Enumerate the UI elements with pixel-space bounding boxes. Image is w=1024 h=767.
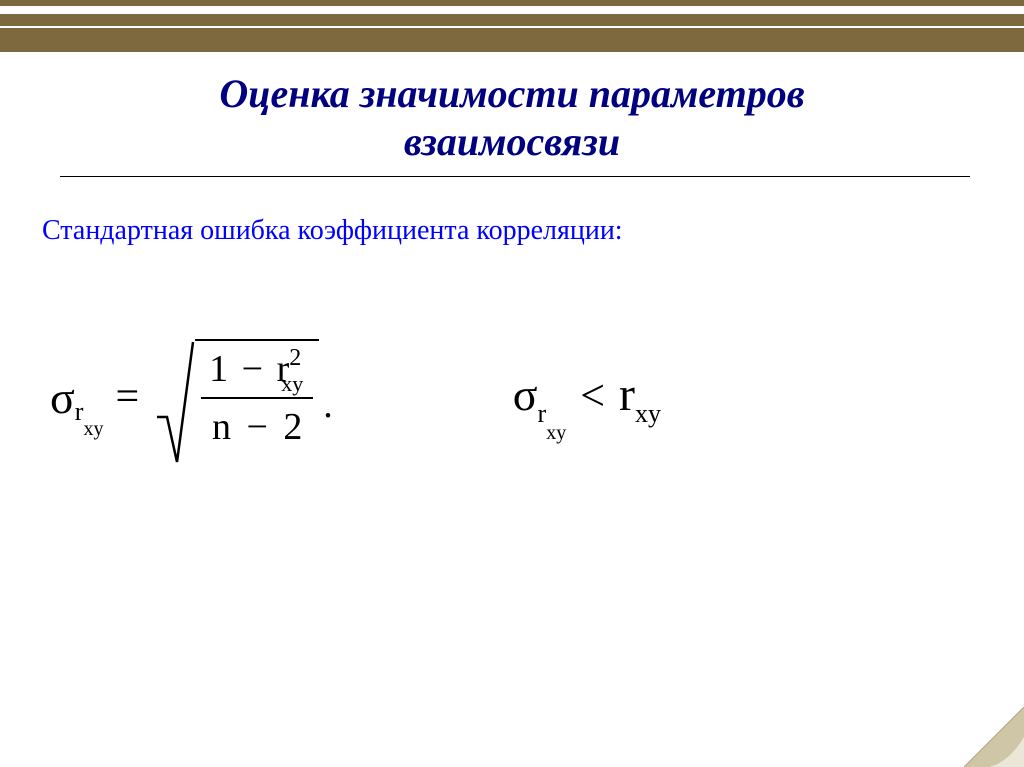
num-r-sup: 2	[289, 345, 301, 371]
subtitle: Стандартная ошибка коэффициента корреляц…	[0, 185, 1024, 247]
num-1: 1	[209, 348, 228, 390]
sigma-symbol: σ	[50, 371, 75, 424]
r-symbol: r	[619, 367, 635, 422]
sigma-subscript: rxy	[75, 383, 104, 435]
less-than: <	[580, 370, 605, 421]
radical-sign-icon	[155, 337, 195, 457]
title-block: Оценка значимости параметров взаимосвязи	[0, 52, 1024, 185]
title-line2: взаимосвязи	[404, 119, 620, 164]
sigma-subscript-2: rxy	[538, 380, 567, 438]
bar-gap	[0, 6, 1024, 14]
title-line1: Оценка значимости параметров	[219, 71, 804, 116]
title-underline	[60, 176, 970, 177]
sqrt: 1 − r2xy n − 2	[155, 337, 319, 457]
period: .	[323, 383, 333, 457]
decorative-top-bars	[0, 0, 1024, 52]
page-title: Оценка значимости параметров взаимосвязи	[60, 70, 964, 166]
den-n: n	[212, 406, 231, 448]
den-2: 2	[283, 406, 302, 448]
sub-r-2: r	[538, 399, 547, 428]
fraction: 1 − r2xy n − 2	[195, 339, 319, 455]
sub-xy-2: xy	[546, 422, 566, 444]
formula-inequality: σ rxy < rxy	[513, 367, 661, 426]
denominator: n − 2	[204, 399, 310, 455]
den-minus: −	[246, 406, 267, 448]
page-curl-icon	[964, 707, 1024, 767]
num-minus: −	[242, 348, 263, 390]
equals: =	[115, 373, 139, 421]
bar-mid	[0, 14, 1024, 26]
r-sub-xy: xy	[635, 399, 661, 429]
formulas-row: σ rxy = 1 − r2xy n − 2	[0, 247, 1024, 457]
bar-thick	[0, 28, 1024, 52]
formula-standard-error: σ rxy = 1 − r2xy n − 2	[50, 337, 333, 457]
sigma-symbol-2: σ	[513, 368, 538, 421]
numerator: 1 − r2xy	[201, 341, 313, 397]
sub-xy: xy	[83, 418, 103, 440]
num-r-sub: xy	[281, 371, 303, 396]
